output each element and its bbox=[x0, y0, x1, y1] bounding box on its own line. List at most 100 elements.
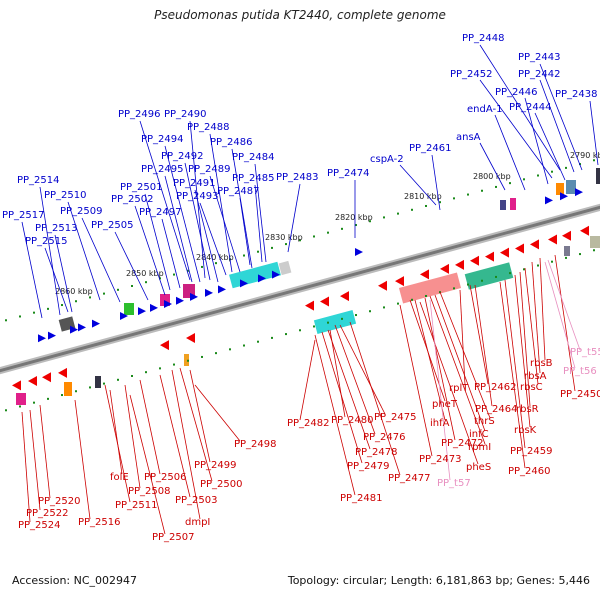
tick-mark bbox=[495, 275, 497, 278]
forward-gene-arrow bbox=[120, 311, 128, 320]
forward-gene-arrow bbox=[48, 331, 56, 340]
gene-label: PP_2481 bbox=[340, 493, 383, 504]
tick-mark bbox=[5, 319, 7, 322]
forward-gene-arrow bbox=[38, 334, 46, 343]
leader-line bbox=[161, 218, 181, 289]
tick-mark bbox=[523, 268, 525, 271]
forward-gene-arrow bbox=[355, 248, 363, 257]
leader-line bbox=[339, 324, 386, 415]
tick-mark bbox=[369, 310, 371, 313]
gene-label: PP_2480 bbox=[331, 415, 374, 426]
tick-mark bbox=[285, 333, 287, 336]
tick-mark bbox=[243, 254, 245, 257]
forward-gene-arrow bbox=[176, 296, 184, 305]
reverse-features[interactable] bbox=[16, 236, 600, 405]
tick-mark bbox=[565, 166, 567, 169]
leader-line bbox=[299, 339, 316, 421]
label-leader-lines bbox=[21, 44, 599, 535]
leader-line bbox=[29, 409, 41, 511]
leader-line bbox=[129, 394, 166, 535]
tick-mark bbox=[593, 159, 595, 162]
gene-label: ihfA bbox=[430, 418, 450, 429]
scale-label: 2820 kbp bbox=[335, 213, 373, 222]
gene-label: PP_2479 bbox=[347, 461, 390, 472]
gene-label: PP_2515 bbox=[25, 236, 68, 247]
reverse-gene-arrow bbox=[378, 280, 387, 291]
gene-label: PP_2450 bbox=[560, 389, 600, 400]
reverse-gene-arrow bbox=[186, 333, 195, 344]
leader-line bbox=[231, 148, 253, 269]
reverse-gene-arrow bbox=[548, 234, 557, 245]
forward-gene-arrow bbox=[92, 319, 100, 328]
tick-mark bbox=[103, 292, 105, 295]
leader-line bbox=[531, 261, 541, 374]
leader-line bbox=[349, 321, 401, 476]
leader-line bbox=[171, 369, 201, 520]
gene-label: PP_2490 bbox=[164, 109, 207, 120]
forward-gene-arrow bbox=[575, 188, 583, 197]
reverse-gene-arrow bbox=[455, 259, 464, 270]
forward-gene-labels[interactable]: PP_2448 PP_2443 PP_2452 PP_2442 PP_2446 … bbox=[2, 33, 598, 247]
leader-line bbox=[104, 384, 131, 503]
leader-line bbox=[39, 186, 61, 316]
scale-label: 2790 kbp bbox=[570, 151, 600, 160]
reverse-gene-arrow bbox=[440, 263, 449, 274]
tick-mark bbox=[19, 315, 21, 318]
leader-line bbox=[474, 284, 493, 407]
tick-mark bbox=[201, 355, 203, 358]
tick-mark bbox=[159, 277, 161, 280]
tick-mark bbox=[117, 378, 119, 381]
gene-label: PP_2464 bbox=[475, 404, 518, 415]
gene-label: thrS bbox=[474, 416, 495, 427]
tick-mark bbox=[383, 216, 385, 219]
tick-mark bbox=[481, 189, 483, 192]
tick-mark bbox=[187, 269, 189, 272]
leader-line bbox=[114, 231, 149, 301]
gene-label: PP_2478 bbox=[355, 447, 398, 458]
leader-line bbox=[321, 331, 363, 464]
gene-label: PP_2488 bbox=[187, 122, 230, 133]
scale-label: 2810 kbp bbox=[404, 192, 442, 201]
gene-label: PP_2503 bbox=[175, 495, 218, 506]
gene-label: folE bbox=[110, 472, 129, 483]
tick-mark bbox=[243, 344, 245, 347]
leader-line bbox=[419, 301, 479, 465]
tick-mark bbox=[313, 235, 315, 238]
leader-line bbox=[589, 100, 599, 166]
leader-line bbox=[164, 175, 193, 283]
tick-mark bbox=[425, 204, 427, 207]
leader-line bbox=[254, 184, 263, 263]
gene-label: PP_2489 bbox=[188, 164, 231, 175]
gene-label: PP_2493 bbox=[176, 191, 219, 202]
tick-mark bbox=[89, 386, 91, 389]
forward-gene-arrows[interactable] bbox=[38, 188, 583, 343]
tick-mark bbox=[481, 279, 483, 282]
leader-line bbox=[164, 145, 201, 283]
leader-line bbox=[429, 295, 486, 445]
reverse-gene-arrows[interactable] bbox=[12, 225, 589, 391]
tick-mark bbox=[523, 178, 525, 181]
tick-mark bbox=[551, 260, 553, 263]
gene-label: PP_2438 bbox=[555, 89, 598, 100]
trna-gene-labels[interactable]: PP_t55 PP_t56 PP_t57 bbox=[437, 347, 600, 489]
reverse-gene-labels[interactable]: PP_2482 PP_2480 PP_2475 PP_2476 PP_2478 … bbox=[18, 358, 600, 543]
leader-line bbox=[67, 201, 101, 301]
gene-label: PP_2459 bbox=[510, 446, 553, 457]
accession-text: Accession: NC_002947 bbox=[12, 574, 138, 587]
tick-mark bbox=[565, 256, 567, 259]
gene-label: cspA-2 bbox=[370, 154, 404, 165]
gene-label: PP_2472 bbox=[441, 438, 484, 449]
scale-label: 2850 kbp bbox=[126, 269, 164, 278]
gene-label: rbsC bbox=[520, 382, 543, 393]
leader-line bbox=[429, 299, 451, 481]
gene-label: rbsA bbox=[524, 371, 547, 382]
gene-label: PP_2513 bbox=[35, 223, 78, 234]
gene-label: PP_2517 bbox=[2, 210, 45, 221]
tick-mark bbox=[131, 284, 133, 287]
gene-label: PP_2486 bbox=[210, 137, 253, 148]
leader-line bbox=[504, 279, 526, 449]
tick-mark bbox=[229, 348, 231, 351]
gene-label: PP_2487 bbox=[217, 186, 260, 197]
tick-mark bbox=[299, 239, 301, 242]
